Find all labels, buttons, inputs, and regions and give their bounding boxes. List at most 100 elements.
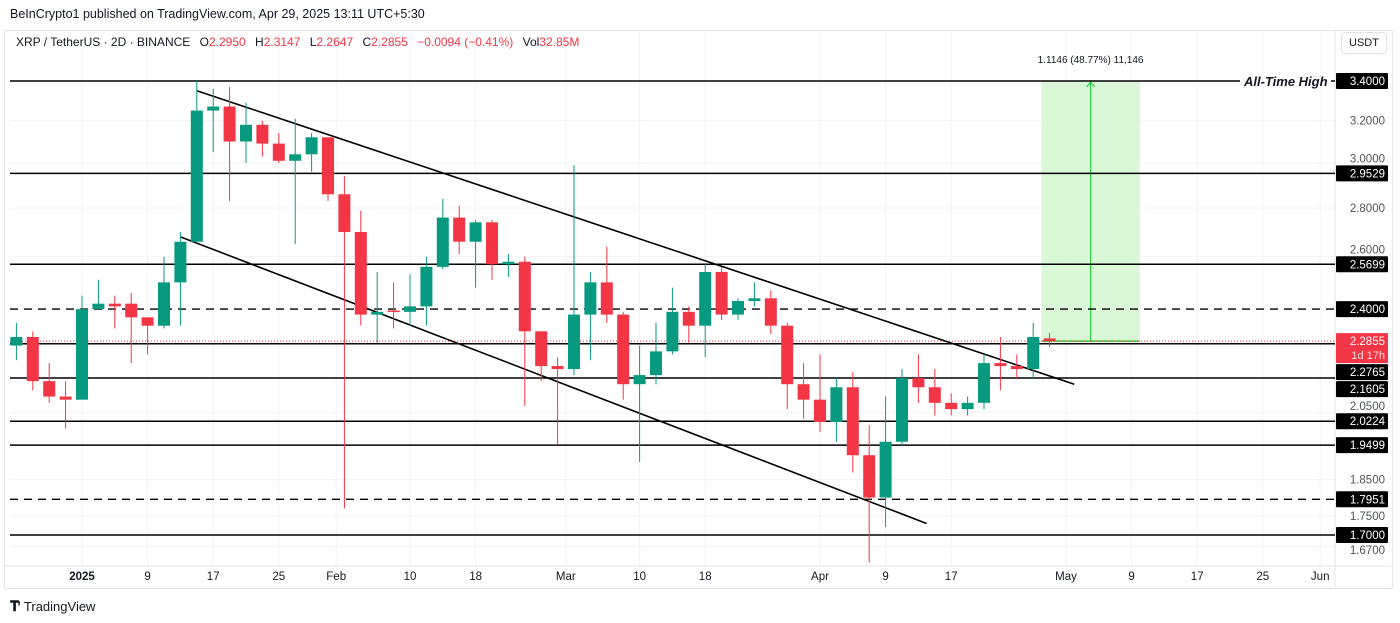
candle-down [535,331,548,382]
candle-down [354,210,367,326]
candle-body [584,282,597,315]
high-label: H [255,35,264,49]
candle-body [76,309,88,400]
candle-down [125,292,138,364]
candle-up [289,118,302,245]
level-price-label-bg [1336,413,1388,430]
candle-body [92,303,105,310]
candle-down [387,282,400,329]
candle-up [10,322,23,361]
candle-body [961,402,974,410]
time-tick-label: Mar [556,571,576,583]
plot-area [10,80,1335,563]
time-tick-label: 17 [207,571,220,583]
candle-down [141,317,154,355]
open-value: 2.2950 [208,35,246,49]
candle-body [682,311,695,326]
candle-up [420,256,433,326]
candle-down [863,425,876,563]
time-tick-label: 9 [882,571,888,583]
candle-body [551,366,564,370]
time-tick-label: 17 [945,571,958,583]
candle-body [617,314,630,385]
candle-body [912,378,925,388]
candle-up [174,231,187,326]
candle-up [568,165,580,376]
level-price-label-text: 2.2765 [1350,367,1385,379]
candle-body [502,261,515,265]
candle-body [797,384,810,400]
candle-up [436,198,449,270]
chart-frame [4,30,1393,589]
price-tick-label: 1.8500 [1350,475,1385,487]
candle-body [453,217,466,242]
price-tick-label: 3.2000 [1350,116,1385,128]
current-price-label-text: 2.2855 [1350,336,1385,348]
candle-up [502,254,515,278]
candle-down [26,331,39,391]
candle-body [1043,338,1056,342]
candle-down [682,306,695,343]
candle-up [240,102,252,163]
level-price-label-bg [1336,73,1388,89]
candle-down [59,381,72,429]
level-price-label-bg [1336,381,1388,398]
candle-up [748,282,761,307]
level-price-label-text: 2.4000 [1350,304,1385,316]
candle-down [764,290,777,335]
low-label: L [309,35,317,49]
level-price-label-text: 1.7951 [1350,494,1385,506]
level-price-label: 2.5699 [1336,256,1388,273]
candle-down [912,354,925,403]
candle-down [338,176,351,509]
time-tick-label: 10 [404,571,417,583]
level-price-label: 1.7000 [1336,526,1388,543]
candle-down [846,372,859,473]
candle-body [928,387,941,403]
candle-body [125,303,138,318]
candle-body [387,310,400,312]
level-price-label-bg [1336,526,1388,543]
candle-body [781,325,794,385]
candle-body [207,106,220,111]
candle-up [207,88,220,153]
candle-up [732,298,744,321]
candle-up [978,354,990,410]
time-tick-label: 17 [1191,571,1204,583]
level-price-label-bg [1336,491,1388,508]
candle-body [174,241,187,283]
candle-down [945,393,958,416]
candle-body [945,402,958,410]
candle-down [1043,332,1056,348]
level-price-label-text: 2.9529 [1350,168,1385,180]
candle-down [108,295,121,329]
candle-body [699,271,712,326]
candle-body [256,124,269,144]
currency-button[interactable]: USDT [1341,32,1387,54]
level-price-label: 1.7951 [1336,491,1388,508]
candle-down [223,86,236,202]
level-price-label-text: 2.5699 [1350,259,1385,271]
candle-body [600,282,613,315]
time-tick-label: 9 [144,571,150,583]
measure-label: 1.1146 (48.77%) 11,146 [1038,55,1144,66]
time-tick-label: May [1055,571,1077,583]
candle-body [289,154,302,161]
time-tick-label: Jun [1311,571,1330,583]
symbol-title[interactable]: XRP / TetherUS · 2D · BINANCE [16,35,191,49]
candle-down [928,369,941,416]
candle-body [715,271,728,315]
tradingview-logo[interactable]: 𝐓’ TradingView [10,598,95,615]
candle-down [551,357,564,446]
countdown-text: 1d 17h [1351,350,1385,362]
candle-body [404,306,416,312]
candle-down [272,133,285,163]
candle-down [600,246,613,323]
price-tick-label: 2.0500 [1350,401,1385,413]
price-tick-label: 1.6700 [1350,545,1385,557]
candle-body [814,399,826,422]
level-price-label-bg [1336,165,1388,182]
candle-body [10,336,23,346]
time-tick-label: 25 [1256,571,1269,583]
